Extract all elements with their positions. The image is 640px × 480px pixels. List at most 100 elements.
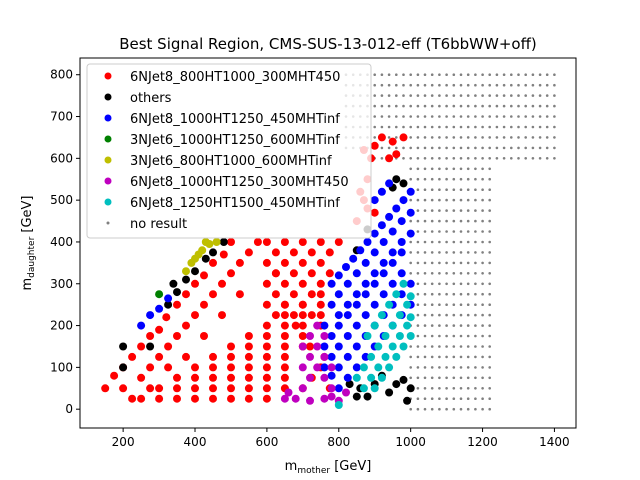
scatter-point-series-6 [388,321,397,330]
no-result-point [452,261,456,265]
no-result-point [416,188,420,191]
scatter-point-series-0 [262,332,271,340]
no-result-point [488,345,492,348]
no-result-point [423,94,427,97]
no-result-point [438,251,441,254]
no-result-point [423,104,427,108]
scatter-point-series-0 [385,154,394,163]
scatter-point-series-6 [374,342,383,351]
scatter-point-series-5 [327,363,336,372]
scatter-point-series-2 [406,187,415,196]
no-result-point [416,355,420,359]
no-result-point [452,324,456,327]
no-result-point [423,240,427,244]
no-result-point [466,157,470,160]
no-result-point [423,292,427,296]
scatter-point-series-0 [227,269,235,278]
no-result-point [409,104,413,108]
no-result-point [409,125,413,129]
no-result-point [416,282,420,286]
scatter-point-series-0 [227,352,235,361]
no-result-point [524,125,527,129]
scatter-point-series-3 [155,290,164,299]
scatter-point-series-2 [370,248,379,257]
no-result-point [488,83,492,87]
scatter-point-series-0 [377,133,386,142]
no-result-point [474,115,477,118]
no-result-point [395,136,398,139]
scatter-point-series-0 [191,279,199,288]
scatter-point-series-2 [334,342,343,351]
no-result-point [416,230,420,233]
no-result-point [380,125,384,129]
no-result-point [466,324,470,327]
no-result-point [438,94,441,97]
no-result-point [466,94,470,97]
scatter-point-series-2 [388,258,397,267]
y-tick-label: 200 [50,319,73,333]
scatter-point-series-0 [155,394,164,403]
scatter-point-series-2 [327,279,336,288]
no-result-point [395,94,398,97]
no-result-point [481,313,484,317]
no-result-point [452,282,456,286]
scatter-point-series-2 [320,321,329,330]
no-result-point [481,146,484,150]
scatter-point-series-0 [209,394,217,403]
no-result-point [524,73,527,76]
scatter-point-series-6 [367,373,376,382]
scatter-point-series-0 [392,150,401,159]
no-result-point [438,324,441,327]
scatter-point-series-2 [327,300,336,309]
no-result-point [373,125,377,129]
no-result-point [538,115,542,118]
scatter-point-series-6 [359,363,368,372]
no-result-point [423,73,427,76]
no-result-point [423,282,427,286]
no-result-point [488,376,492,380]
no-result-point [445,73,448,76]
no-result-point [488,407,492,411]
scatter-point-series-6 [352,373,361,382]
chart-title: Best Signal Region, CMS-SUS-13-012-eff (… [119,35,537,53]
no-result-point [474,73,477,76]
scatter-point-series-2 [334,321,343,330]
scatter-point-series-1 [403,396,412,405]
no-result-point [416,261,420,265]
no-result-point [510,83,513,87]
scatter-point-series-1 [164,300,173,309]
scatter-point-series-2 [370,269,379,278]
no-result-point [459,355,463,359]
no-result-point [481,136,484,139]
no-result-point [445,167,448,171]
scatter-point-series-6 [370,384,379,393]
no-result-point [409,198,413,202]
no-result-point [430,167,434,171]
no-result-point [481,261,484,265]
no-result-point [538,83,542,87]
scatter-point-series-1 [352,392,361,401]
scatter-point-series-2 [327,371,336,380]
no-result-point [488,125,492,129]
no-result-point [474,177,477,181]
no-result-point [545,157,549,160]
scatter-point-series-2 [406,208,415,217]
no-result-point [445,366,448,369]
no-result-point [474,167,477,171]
no-result-point [481,366,484,369]
scatter-point-series-0 [235,290,244,299]
no-result-point [402,115,405,118]
scatter-point-series-5 [298,363,307,372]
x-tick-label: 400 [184,435,207,449]
no-result-point [459,376,463,380]
scatter-point-series-0 [334,238,343,246]
no-result-point [481,240,484,244]
scatter-point-series-0 [191,394,199,403]
y-axis-label-main: m [20,278,35,291]
scatter-point-series-1 [392,175,401,184]
no-result-point [517,94,520,97]
scatter-point-series-5 [313,321,322,330]
no-result-point [510,104,513,108]
no-result-point [416,313,420,317]
points-layer [101,73,556,411]
